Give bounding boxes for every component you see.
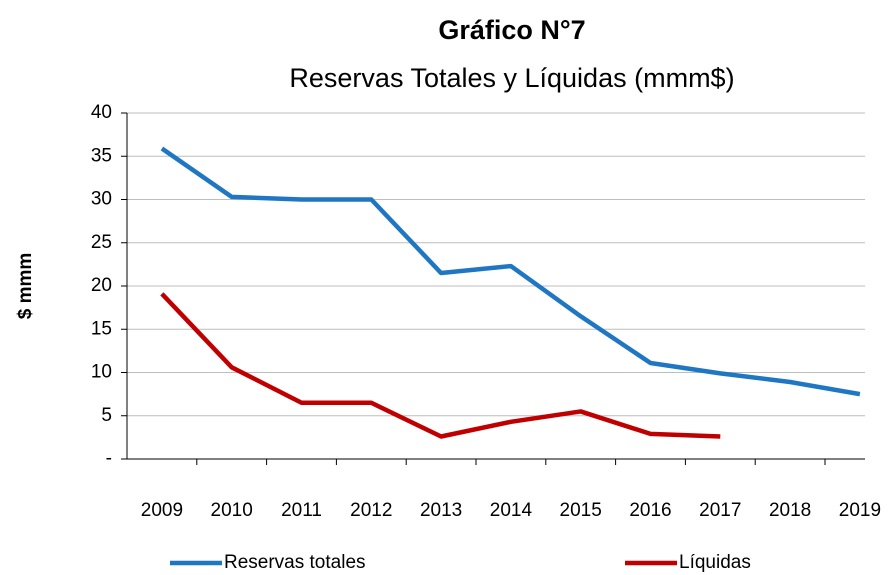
chart-title: Gráfico N°7 [438,15,585,45]
series-line [160,292,721,439]
x-tick-label: 2010 [211,500,253,521]
y-tick-label: 15 [91,318,112,339]
x-tick-label: 2016 [629,500,671,521]
legend-label: Reservas totales [224,552,366,573]
y-tick-label: 30 [91,189,112,210]
y-tick-label: 20 [91,275,112,296]
y-tick-label: 10 [91,362,112,383]
x-tick-label: 2011 [281,500,322,521]
chart-subtitle: Reservas Totales y Líquidas (mmm$) [289,63,734,93]
y-tick-label: 5 [101,405,112,426]
y-tick-label: 35 [91,145,112,166]
legend-label: Líquidas [679,552,751,573]
x-tick-label: 2015 [560,500,602,521]
x-tick-label: 2019 [839,500,881,521]
x-tick-label: 2013 [420,500,462,521]
y-tick-label: 40 [91,102,112,123]
x-tick-label: 2017 [699,500,741,521]
y-axis-label: $ mmm [15,253,36,320]
x-tick-label: 2018 [769,500,811,521]
x-tick-label: 2014 [490,500,533,521]
x-tick-label: 2009 [141,500,183,521]
series-line [160,146,861,397]
y-tick-label: - [106,448,112,469]
y-tick-label: 25 [91,232,112,253]
x-tick-label: 2012 [350,500,392,521]
